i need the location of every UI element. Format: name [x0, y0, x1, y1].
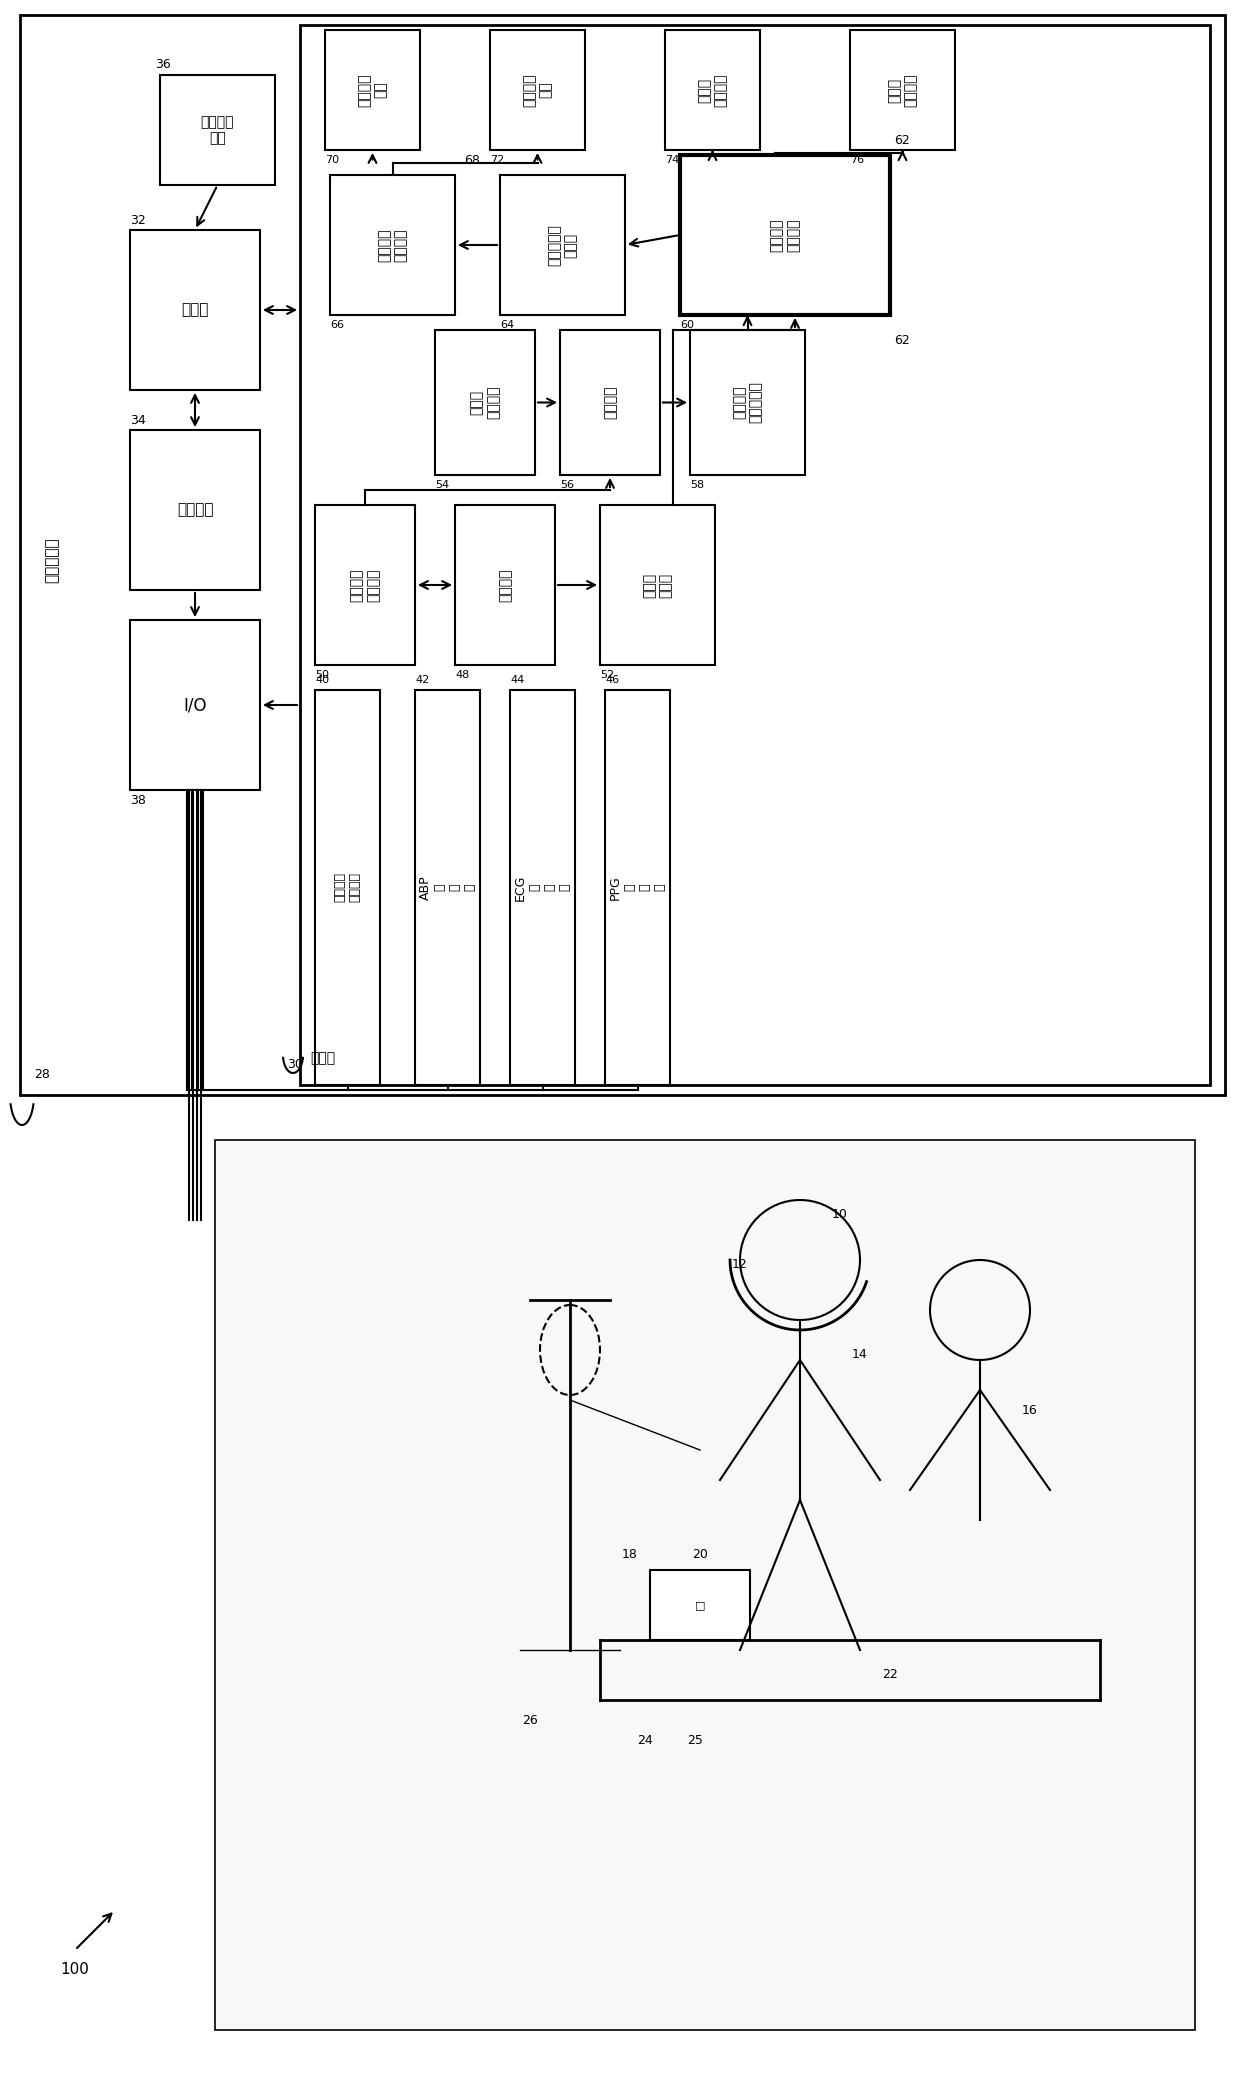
Text: 60: 60: [680, 320, 694, 331]
Bar: [600, 505, 715, 666]
Text: 14: 14: [852, 1348, 868, 1362]
Text: 比较单元
阈值响应: 比较单元 阈值响应: [377, 229, 408, 262]
Text: 25: 25: [687, 1733, 703, 1747]
Text: 24: 24: [637, 1733, 653, 1747]
Text: 74: 74: [665, 156, 680, 164]
Bar: [215, 1140, 1195, 2030]
Bar: [490, 29, 585, 150]
Text: 显示设备: 显示设备: [177, 503, 213, 518]
Text: 36: 36: [155, 58, 171, 71]
Text: 到泵的
控制信号: 到泵的 控制信号: [697, 73, 728, 106]
Bar: [130, 431, 260, 591]
Bar: [455, 505, 556, 666]
Text: 视觉警报
信号: 视觉警报 信号: [522, 73, 553, 106]
Bar: [605, 691, 670, 1086]
Bar: [510, 691, 575, 1086]
Bar: [435, 331, 534, 474]
Text: 用户输入
设置: 用户输入 设置: [201, 114, 234, 146]
Text: 32: 32: [130, 214, 146, 227]
Bar: [665, 29, 760, 150]
Text: 56: 56: [560, 480, 574, 491]
Text: 50: 50: [315, 670, 329, 680]
Bar: [849, 29, 955, 150]
Text: 10: 10: [832, 1208, 848, 1221]
Text: 48: 48: [455, 670, 469, 680]
Bar: [330, 175, 455, 314]
Text: 62: 62: [894, 333, 910, 347]
Text: ABP
监
测
器: ABP 监 测 器: [419, 876, 476, 901]
Text: 16: 16: [1022, 1404, 1038, 1416]
Text: 26: 26: [522, 1714, 538, 1726]
Text: 处理器: 处理器: [181, 302, 208, 318]
Bar: [325, 29, 420, 150]
Text: PPG
监
测
器: PPG 监 测 器: [609, 876, 667, 901]
Text: 76: 76: [849, 156, 864, 164]
Text: 18: 18: [622, 1548, 637, 1562]
Text: 音频警报
信号: 音频警报 信号: [357, 73, 388, 106]
Text: 30: 30: [288, 1059, 303, 1071]
Text: 42: 42: [415, 676, 429, 684]
Text: 溶液冲击
生理信号: 溶液冲击 生理信号: [350, 568, 381, 601]
Text: 54: 54: [435, 480, 449, 491]
Bar: [20, 15, 1225, 1094]
Bar: [689, 331, 805, 474]
Bar: [415, 691, 480, 1086]
Text: 基特征
计算器: 基特征 计算器: [642, 572, 672, 597]
Text: 44: 44: [510, 676, 525, 684]
Text: 液体反应性
概率值: 液体反应性 概率值: [547, 225, 578, 266]
Text: □: □: [694, 1600, 706, 1610]
Text: 12: 12: [732, 1258, 748, 1271]
Text: 40: 40: [315, 676, 329, 684]
Bar: [130, 231, 260, 391]
Text: 100: 100: [61, 1964, 89, 1978]
Bar: [300, 25, 1210, 1086]
Bar: [315, 505, 415, 666]
Text: 20: 20: [692, 1548, 708, 1562]
Bar: [680, 156, 890, 314]
Text: 反应的
视觉警告: 反应的 视觉警告: [888, 73, 918, 106]
Text: 22: 22: [882, 1668, 898, 1681]
Text: ECG
监
测
器: ECG 监 测 器: [513, 874, 572, 901]
Text: 分类单元
分类算法: 分类单元 分类算法: [770, 218, 800, 252]
Text: 计算机系统: 计算机系统: [45, 537, 60, 582]
Text: 46: 46: [605, 676, 619, 684]
Text: 58: 58: [689, 480, 704, 491]
Bar: [160, 75, 275, 185]
Bar: [560, 331, 660, 474]
Text: 62: 62: [894, 133, 910, 146]
Text: 基线信号: 基线信号: [498, 568, 512, 601]
Bar: [315, 691, 379, 1086]
Bar: [650, 1570, 750, 1639]
Text: 存储器: 存储器: [310, 1050, 335, 1065]
Text: 34: 34: [130, 414, 146, 426]
Text: 二氧化碳
分析监器: 二氧化碳 分析监器: [334, 872, 362, 903]
Text: 输液泵
定时信号: 输液泵 定时信号: [470, 385, 500, 420]
Text: 38: 38: [130, 792, 146, 807]
Text: 52: 52: [600, 670, 614, 680]
Bar: [130, 620, 260, 790]
Text: I/O: I/O: [184, 697, 207, 713]
Text: 同步单元: 同步单元: [603, 385, 618, 420]
Bar: [500, 175, 625, 314]
Text: 溶液冲击
特征计算器: 溶液冲击 特征计算器: [733, 381, 763, 424]
Text: 66: 66: [330, 320, 343, 331]
Text: 64: 64: [500, 320, 515, 331]
Text: 28: 28: [33, 1069, 50, 1082]
Text: 68: 68: [465, 154, 480, 166]
Text: 70: 70: [325, 156, 339, 164]
Text: 72: 72: [490, 156, 505, 164]
